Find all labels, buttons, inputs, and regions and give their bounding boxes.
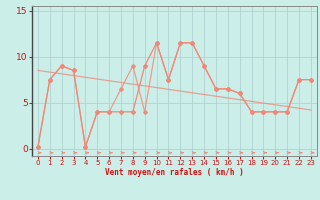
X-axis label: Vent moyen/en rafales ( km/h ): Vent moyen/en rafales ( km/h ) — [105, 168, 244, 177]
